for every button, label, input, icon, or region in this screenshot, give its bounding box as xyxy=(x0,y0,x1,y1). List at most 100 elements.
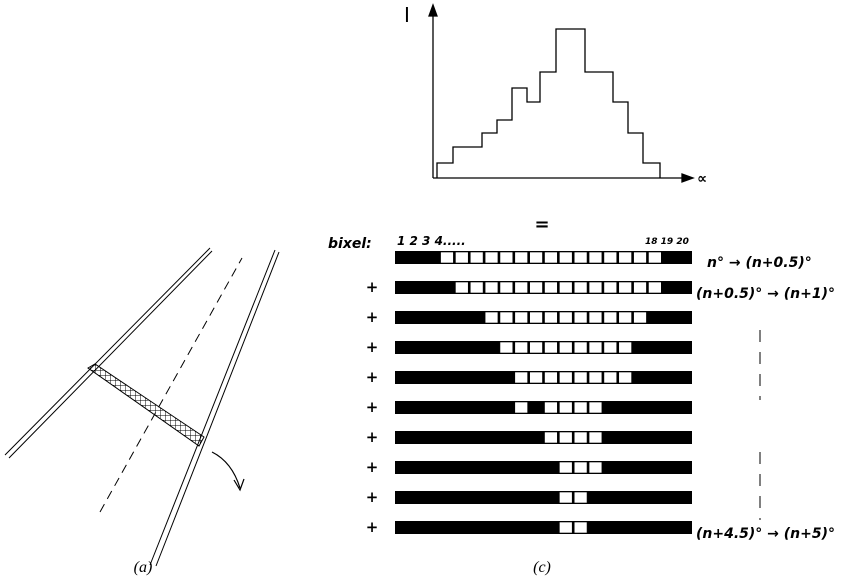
bixel-bar xyxy=(395,521,692,534)
bixel-open xyxy=(634,282,647,293)
bixel-numbers: 18 19 20 xyxy=(645,237,689,247)
bixel-rows: +++++++++ xyxy=(366,251,692,536)
bixel-open xyxy=(604,342,617,353)
caption: (c) xyxy=(533,559,551,576)
bixel-open xyxy=(530,312,543,323)
bixel-label: bixel: xyxy=(328,236,372,252)
bixel-open xyxy=(574,252,587,263)
figure: (a) I ∝ = bixel: 1 2 3 4..... 18 19 20 n… xyxy=(0,0,862,583)
y-axis-label: I xyxy=(404,3,410,27)
bixel-open xyxy=(545,432,558,443)
bixel-open xyxy=(574,492,587,503)
bixel-bar xyxy=(395,251,692,264)
bixel-open xyxy=(559,522,572,533)
plus-sign: + xyxy=(366,458,379,476)
bixel-open xyxy=(545,252,558,263)
bixel-open xyxy=(545,402,558,413)
bixel-bar xyxy=(395,341,692,354)
bixel-open xyxy=(515,252,528,263)
bixel-open xyxy=(604,372,617,383)
plus-sign: + xyxy=(366,398,379,416)
bixel-open xyxy=(619,252,632,263)
bixel-open xyxy=(485,282,498,293)
bixel-open xyxy=(455,282,468,293)
bixel-open xyxy=(545,342,558,353)
bixel-open xyxy=(589,462,602,473)
bixel-open xyxy=(485,252,498,263)
bixel-open xyxy=(589,372,602,383)
bixel-open xyxy=(634,312,647,323)
bixel-open xyxy=(559,432,572,443)
bixel-open xyxy=(589,402,602,413)
bixel-open xyxy=(559,342,572,353)
bixel-bar xyxy=(395,371,692,384)
bixel-bar xyxy=(395,431,692,444)
bixel-open xyxy=(530,372,543,383)
bixel-open xyxy=(515,372,528,383)
angle-label: (n+0.5)° → (n+1)° xyxy=(696,286,835,302)
bixel-open xyxy=(545,282,558,293)
bixel-open xyxy=(530,282,543,293)
bixel-open xyxy=(589,312,602,323)
panel-a xyxy=(5,248,279,566)
caption: (a) xyxy=(134,559,153,576)
plus-sign: + xyxy=(366,278,379,296)
bixel-numbers: 1 2 3 4..... xyxy=(397,234,466,248)
bixel-open xyxy=(559,372,572,383)
bixel-open xyxy=(589,432,602,443)
x-axis-label: ∝ xyxy=(697,171,707,187)
bixel-open xyxy=(648,282,661,293)
angle-label: n° → (n+0.5)° xyxy=(707,255,812,271)
bixel-open xyxy=(559,492,572,503)
bixel-open xyxy=(500,342,513,353)
angle-label: (n+4.5)° → (n+5)° xyxy=(696,526,835,542)
bixel-bar xyxy=(395,461,692,474)
bixel-open xyxy=(545,372,558,383)
equals: = xyxy=(534,214,549,235)
bixel-open xyxy=(559,462,572,473)
plus-sign: + xyxy=(366,428,379,446)
bixel-open xyxy=(574,522,587,533)
bixel-open xyxy=(485,312,498,323)
bixel-open xyxy=(500,252,513,263)
bixel-open xyxy=(574,462,587,473)
bixel-open xyxy=(559,312,572,323)
bixel-open xyxy=(559,282,572,293)
bixel-open xyxy=(589,282,602,293)
bixel-open xyxy=(648,252,661,263)
bixel-open xyxy=(619,372,632,383)
bixel-open xyxy=(619,282,632,293)
bixel-open xyxy=(470,252,483,263)
bixel-open xyxy=(619,342,632,353)
bixel-open xyxy=(634,252,647,263)
histogram xyxy=(429,5,693,182)
bixel-open xyxy=(604,252,617,263)
bixel-open xyxy=(604,312,617,323)
bixel-open xyxy=(470,282,483,293)
bixel-open xyxy=(574,282,587,293)
plus-sign: + xyxy=(366,518,379,536)
bixel-open xyxy=(574,312,587,323)
bixel-open xyxy=(515,342,528,353)
bixel-open xyxy=(604,282,617,293)
bixel-open xyxy=(515,312,528,323)
bixel-open xyxy=(574,342,587,353)
bixel-bar xyxy=(395,281,692,294)
bixel-open xyxy=(589,252,602,263)
bixel-open xyxy=(559,252,572,263)
bixel-open xyxy=(619,312,632,323)
bixel-bar xyxy=(395,401,692,414)
bixel-bar xyxy=(395,311,692,324)
bixel-open xyxy=(455,252,468,263)
bixel-open xyxy=(545,312,558,323)
bixel-open xyxy=(515,282,528,293)
plus-sign: + xyxy=(366,308,379,326)
bixel-open xyxy=(574,432,587,443)
bixel-open xyxy=(500,282,513,293)
plus-sign: + xyxy=(366,338,379,356)
bixel-open xyxy=(515,402,528,413)
bixel-open xyxy=(530,252,543,263)
bixel-open xyxy=(530,342,543,353)
bixel-open xyxy=(574,372,587,383)
bixel-open xyxy=(441,252,454,263)
